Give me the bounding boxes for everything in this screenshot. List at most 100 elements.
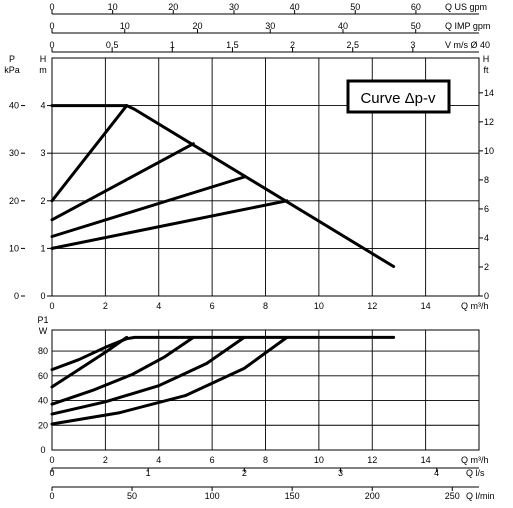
head-ft-tick-label: 12 — [484, 117, 494, 127]
velocity-tick-label: 0 — [49, 40, 54, 50]
us-gpm-tick-label: 10 — [108, 2, 118, 12]
right-axis-unit: ft — [483, 65, 489, 75]
power-curve — [50, 335, 396, 372]
l-per-min-tick-label: 150 — [285, 491, 300, 501]
velocity-tick-label: 3 — [410, 40, 415, 50]
bottom-x-tick-label: 14 — [421, 455, 431, 465]
imp-gpm-tick-label: 0 — [49, 21, 54, 31]
us-gpm-tick-label: 60 — [411, 2, 421, 12]
curve-layer — [50, 104, 396, 426]
l-per-s-tick-label: 4 — [434, 468, 439, 478]
pressure-kpa-tick-label: 30 — [9, 148, 19, 158]
l-per-min-tick-label: 50 — [127, 491, 137, 501]
head-ft-tick-label: 14 — [484, 88, 494, 98]
velocity-tick-label: 2 — [290, 40, 295, 50]
velocity-axis-label: V m/s Ø 40 — [445, 40, 490, 50]
l-per-s-axis-label: Q l/s — [466, 468, 485, 478]
top-x-tick-label: 8 — [263, 301, 268, 311]
imp-gpm-axis-label: Q IMP gpm — [445, 21, 490, 31]
pressure-kpa-tick-label: 20 — [9, 196, 19, 206]
l-per-s-tick-label: 3 — [338, 468, 343, 478]
power-tick-label: 20 — [38, 420, 48, 430]
head-m-tick-label: 0 — [40, 291, 45, 301]
l-per-s-tick-label: 0 — [49, 468, 54, 478]
l-per-s-tick-label: 1 — [146, 468, 151, 478]
top-x-tick-label: 10 — [314, 301, 324, 311]
head-curve — [50, 104, 396, 268]
head-ft-tick-label: 2 — [484, 262, 489, 272]
head-curve — [50, 142, 195, 222]
pressure-kpa-tick-label: 0 — [14, 291, 19, 301]
bottom-x-tick-label: 2 — [103, 455, 108, 465]
power-curve — [50, 335, 246, 416]
title-box-frame — [346, 79, 451, 114]
top-x-tick-label: 6 — [210, 301, 215, 311]
bottom-x-tick-label: 10 — [314, 455, 324, 465]
head-m-tick-label: 3 — [40, 148, 45, 158]
power-tick-label: 80 — [38, 346, 48, 356]
bottom-x-tick-label: 6 — [210, 455, 215, 465]
l-per-min-tick-label: 0 — [49, 491, 54, 501]
head-ft-tick-label: 0 — [484, 291, 489, 301]
top-x-tick-label: 4 — [156, 301, 161, 311]
velocity-tick-label: 0,5 — [106, 40, 119, 50]
bottom-x-tick-label: 8 — [263, 455, 268, 465]
top-x-tick-label: 0 — [49, 301, 54, 311]
head-m-tick-label: 4 — [40, 101, 45, 111]
us-gpm-tick-label: 50 — [350, 2, 360, 12]
top-x-axis-label: Q m³/h — [461, 301, 489, 311]
velocity-tick-label: 1 — [170, 40, 175, 50]
l-per-min-axis-label: Q l/min — [466, 491, 495, 501]
head-curve — [50, 175, 246, 238]
grid-layer — [21, 10, 483, 491]
imp-gpm-tick-label: 20 — [192, 21, 202, 31]
bottom-x-tick-label: 4 — [156, 455, 161, 465]
us-gpm-axis-label: Q US gpm — [445, 2, 487, 12]
top-x-tick-label: 2 — [103, 301, 108, 311]
power-curve — [50, 335, 129, 389]
pressure-axis-title: P — [9, 54, 15, 64]
l-per-min-tick-label: 200 — [365, 491, 380, 501]
top-x-tick-label: 14 — [421, 301, 431, 311]
us-gpm-tick-label: 40 — [290, 2, 300, 12]
velocity-tick-label: 1,5 — [226, 40, 239, 50]
chart-title: Curve Δp-v — [360, 90, 436, 107]
power-tick-label: 40 — [38, 396, 48, 406]
l-per-min-tick-label: 250 — [445, 491, 460, 501]
head-axis-title: H — [40, 54, 47, 64]
power-axis-unit: W — [39, 326, 48, 336]
us-gpm-tick-label: 0 — [49, 2, 54, 12]
l-per-min-tick-label: 100 — [205, 491, 220, 501]
l-per-s-tick-label: 2 — [242, 468, 247, 478]
us-gpm-tick-label: 30 — [229, 2, 239, 12]
power-axis-title: P1 — [37, 315, 48, 325]
head-curve — [50, 104, 129, 203]
power-curve — [50, 335, 289, 426]
pressure-kpa-tick-label: 10 — [9, 243, 19, 253]
power-tick-label: 0 — [40, 445, 45, 455]
power-curve — [50, 335, 195, 406]
head-curve — [50, 199, 289, 250]
imp-gpm-tick-label: 50 — [411, 21, 421, 31]
bottom-x-tick-label: 0 — [49, 455, 54, 465]
power-tick-label: 60 — [38, 371, 48, 381]
head-ft-tick-label: 8 — [484, 175, 489, 185]
pressure-axis-unit: kPa — [4, 65, 20, 75]
title-box: Curve Δp-v — [346, 79, 451, 114]
head-m-tick-label: 1 — [40, 243, 45, 253]
us-gpm-tick-label: 20 — [168, 2, 178, 12]
head-ft-tick-label: 10 — [484, 146, 494, 156]
imp-gpm-tick-label: 10 — [120, 21, 130, 31]
bottom-x-tick-label: 12 — [367, 455, 377, 465]
head-axis-unit: m — [39, 65, 47, 75]
top-x-tick-label: 12 — [367, 301, 377, 311]
velocity-tick-label: 2,5 — [346, 40, 359, 50]
bottom-x-axis-label: Q m³/h — [461, 455, 489, 465]
head-ft-tick-label: 4 — [484, 233, 489, 243]
right-axis-title: H — [483, 54, 490, 64]
imp-gpm-tick-label: 40 — [338, 21, 348, 31]
head-m-tick-label: 2 — [40, 196, 45, 206]
imp-gpm-tick-label: 30 — [265, 21, 275, 31]
